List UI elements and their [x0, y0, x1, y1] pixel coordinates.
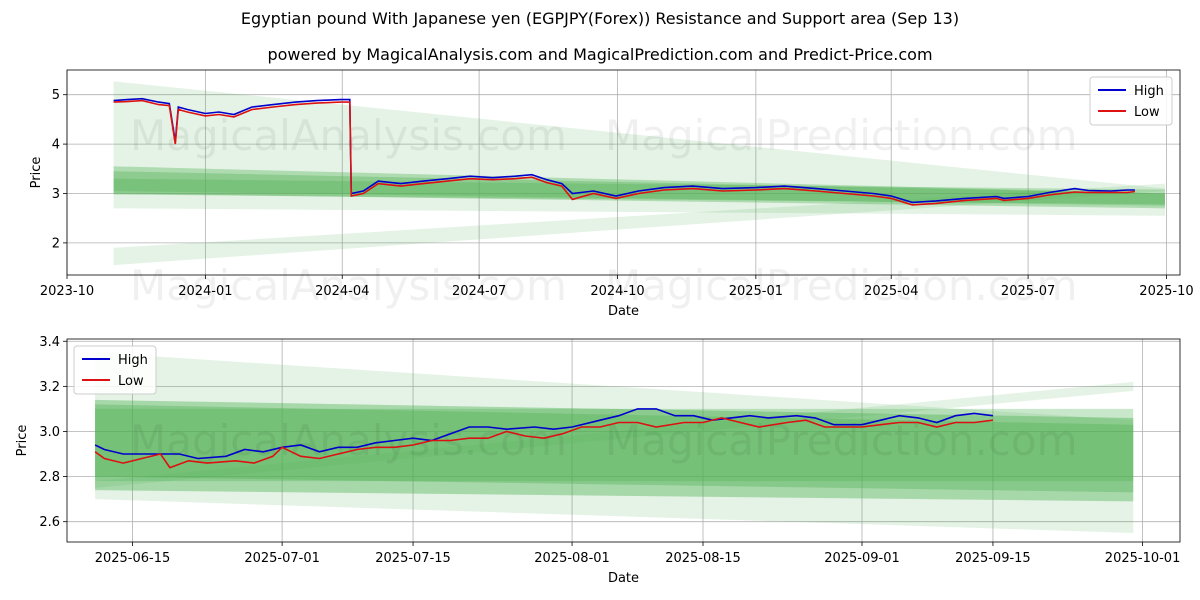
y-tick-label: 3	[52, 187, 60, 202]
x-tick-label: 2025-04	[864, 284, 918, 299]
y-tick-label: 2.8	[39, 470, 60, 485]
y-tick-label: 4	[52, 138, 60, 153]
x-tick-label: 2025-08-01	[534, 551, 610, 566]
legend-label-high: High	[1134, 84, 1164, 99]
y-tick-label: 5	[52, 88, 60, 103]
watermark-text: MagicalAnalysis.com	[130, 261, 567, 310]
legend-label-high: High	[118, 353, 148, 368]
support-resistance-band	[113, 166, 1165, 209]
x-tick-label: 2025-07	[1001, 284, 1055, 299]
band-group	[113, 81, 1165, 266]
x-tick-label: 2025-10-01	[1105, 551, 1181, 566]
support-resistance-band	[113, 183, 1165, 266]
support-resistance-band	[113, 171, 1165, 205]
series-group	[94, 408, 993, 469]
y-tick-label: 3.2	[39, 380, 60, 395]
series-line-high	[94, 408, 993, 460]
bottom-chart: MagicalAnalysis.com MagicalPrediction.com…	[15, 335, 1181, 586]
x-tick-label: 2025-06-15	[95, 551, 171, 566]
top-chart: MagicalAnalysis.com MagicalAnalysis.com Ma…	[29, 69, 1194, 319]
x-tick-label: 2025-01	[729, 284, 783, 299]
x-tick-label: 2025-07-15	[375, 551, 451, 566]
y-axis-label: Price	[15, 425, 30, 457]
watermark-text: MagicalAnalysis.com	[130, 111, 567, 160]
legend: High Low	[73, 345, 157, 395]
x-tick-label: 2025-08-15	[665, 551, 741, 566]
series-group	[113, 97, 1136, 206]
x-tick-label: 2023-10	[40, 284, 94, 299]
x-tick-label: 2024-07	[452, 284, 506, 299]
series-line-low	[113, 99, 1136, 206]
x-tick-label: 2025-07-01	[244, 551, 320, 566]
y-tick-label: 2	[52, 236, 60, 251]
support-resistance-band	[95, 408, 1134, 482]
chart-subtitle: powered by MagicalAnalysis.com and Magic…	[267, 45, 933, 64]
x-tick-label: 2024-04	[315, 284, 369, 299]
x-tick-label: 2025-09-01	[824, 551, 900, 566]
x-tick-label: 2024-10	[590, 284, 644, 299]
x-tick-label: 2025-10	[1139, 284, 1193, 299]
axes-frame	[66, 338, 1181, 543]
watermark-text: MagicalPrediction.com	[605, 261, 1078, 310]
y-tick-label: 3.0	[39, 425, 60, 440]
watermark-text: MagicalPrediction.com	[605, 111, 1078, 160]
y-tick-label: 3.4	[39, 335, 60, 350]
x-axis-label: Date	[608, 571, 639, 586]
x-tick-label: 2024-01	[178, 284, 232, 299]
watermark-text: MagicalAnalysis.com	[130, 416, 567, 465]
support-resistance-band	[95, 404, 1134, 493]
y-tick-label: 2.6	[39, 515, 60, 530]
legend: High Low	[1089, 76, 1173, 126]
x-tick-label: 2025-09-15	[955, 551, 1031, 566]
legend-label-low: Low	[118, 374, 144, 389]
chart-title: Egyptian pound With Japanese yen (EGPJPY…	[240, 9, 960, 28]
axes-frame	[66, 69, 1181, 276]
legend-label-low: Low	[1134, 105, 1160, 120]
support-resistance-band	[95, 352, 1134, 533]
y-axis-label: Price	[29, 157, 44, 189]
support-resistance-band	[95, 381, 1134, 488]
series-line-low	[94, 417, 993, 469]
series-line-high	[113, 97, 1135, 204]
x-axis-label: Date	[608, 304, 639, 319]
